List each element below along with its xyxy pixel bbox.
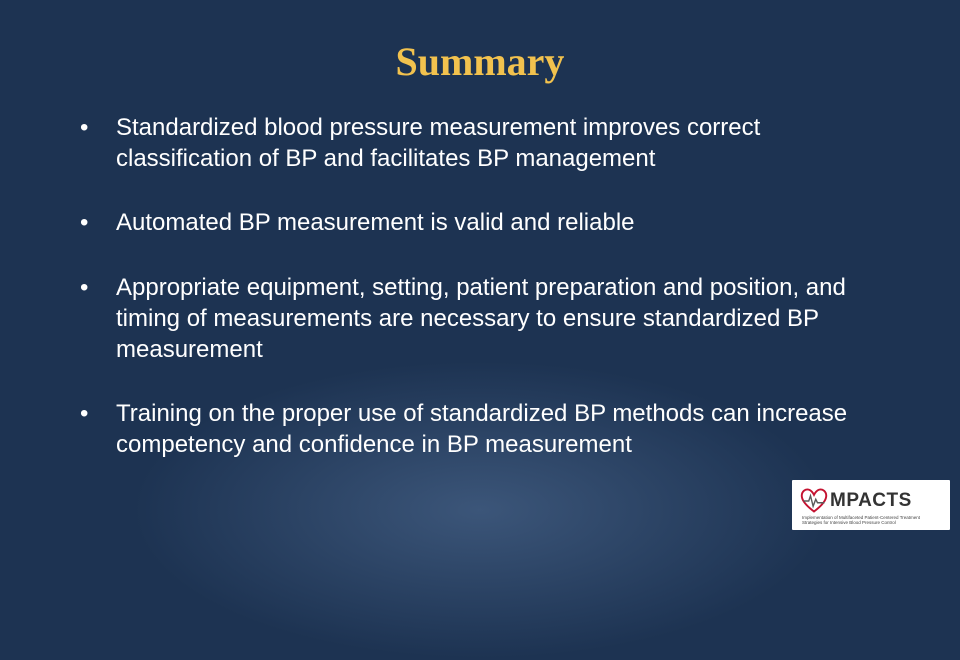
impacts-logo: MPACTS Implementation of Multifaceted Pa… [792,480,950,530]
slide-title: Summary [60,38,900,85]
logo-text: MPACTS [830,491,912,510]
bullet-list: Standardized blood pressure measurement … [60,113,900,461]
bullet-item: Automated BP measurement is valid and re… [80,208,900,239]
bullet-item: Training on the proper use of standardiz… [80,399,900,460]
logo-tagline: Implementation of Multifaceted Patient-C… [802,516,920,526]
bullet-item: Standardized blood pressure measurement … [80,113,900,174]
bullet-item: Appropriate equipment, setting, patient … [80,273,900,365]
heart-icon [800,487,828,515]
logo-tagline-line2: Strategies for Intensive Blood Pressure … [802,521,920,526]
logo-text-main: MPACTS [830,490,912,511]
logo-row: MPACTS [800,487,912,515]
slide-container: Summary Standardized blood pressure meas… [0,0,960,540]
